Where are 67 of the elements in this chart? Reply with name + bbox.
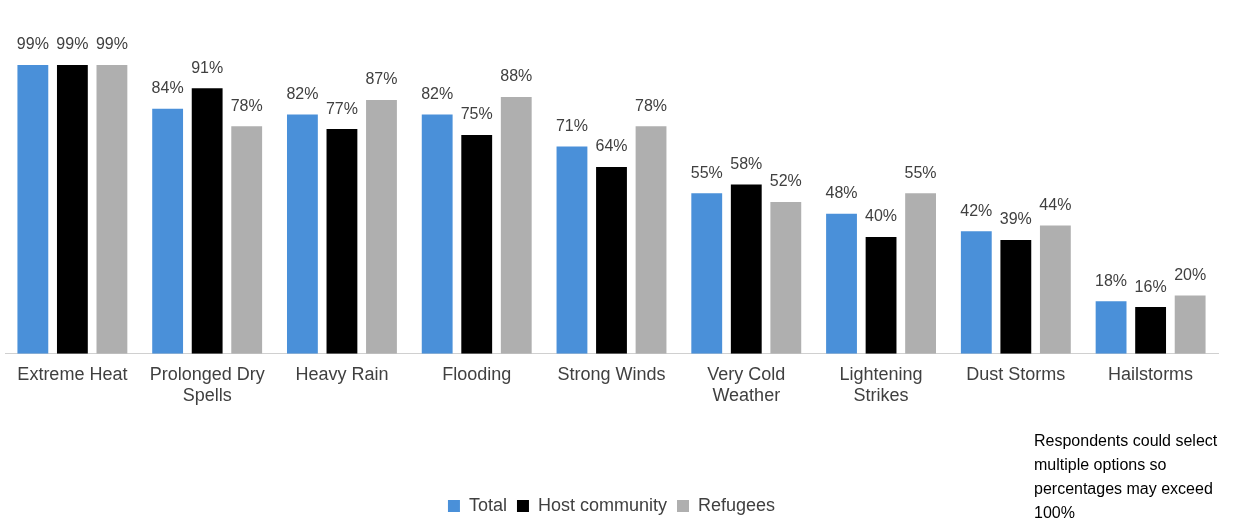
data-label: 52%	[769, 172, 802, 190]
data-label: 71%	[555, 117, 588, 135]
bar	[691, 193, 723, 354]
data-label: 20%	[1174, 265, 1207, 283]
data-label: 75%	[460, 105, 493, 123]
bar	[191, 88, 223, 354]
bar	[865, 237, 897, 354]
data-label: 78%	[230, 96, 263, 114]
bar	[770, 202, 802, 354]
data-label: 91%	[191, 58, 224, 76]
data-label: 99%	[16, 35, 49, 53]
bar	[366, 99, 397, 354]
bar	[730, 184, 762, 354]
data-label: 87%	[365, 70, 398, 88]
data-label: 82%	[286, 84, 319, 102]
bar	[17, 64, 49, 354]
bar	[500, 97, 532, 354]
bar	[960, 231, 992, 354]
data-label: 99%	[56, 35, 89, 53]
bar	[461, 134, 493, 354]
data-label: 64%	[595, 137, 628, 155]
bar	[1095, 301, 1127, 354]
data-label: 99%	[95, 35, 128, 53]
data-label: 88%	[500, 67, 533, 85]
data-label: 39%	[999, 210, 1032, 228]
data-label: 40%	[865, 207, 898, 225]
bar	[421, 114, 453, 354]
x-tick-label: Dust Storms	[966, 363, 1066, 384]
bar	[96, 64, 128, 354]
x-tick-label: Strong Winds	[557, 363, 666, 384]
data-label: 58%	[730, 154, 763, 172]
bar	[1174, 295, 1206, 354]
legend-label: Refugees	[698, 494, 776, 515]
text: Respondents could select multiple options so percentages may exceed 100%	[1034, 431, 1219, 523]
data-label: 48%	[825, 184, 858, 202]
data-label: 55%	[690, 163, 723, 181]
bar	[1000, 240, 1032, 354]
x-tick-label: Hailstorms	[1108, 363, 1194, 384]
data-label: 82%	[421, 84, 454, 102]
x-tick-label: Lightening Strikes	[839, 363, 923, 406]
x-tick-label: Prolonged Dry Spells	[149, 363, 265, 406]
x-tick-label: Extreme Heat	[17, 363, 128, 384]
bar	[1135, 307, 1167, 354]
bar	[596, 167, 627, 354]
data-label: 55%	[904, 163, 937, 181]
bar	[635, 126, 667, 354]
data-label: 42%	[960, 201, 993, 219]
bar	[152, 108, 184, 354]
x-tick-label: Flooding	[442, 363, 512, 384]
data-label: 18%	[1095, 271, 1128, 289]
x-tick-label: Very Cold Weather	[707, 363, 786, 406]
legend-label: Total	[468, 494, 507, 515]
bar	[231, 126, 263, 354]
data-label: 84%	[151, 79, 184, 97]
bar	[326, 129, 358, 354]
data-label: 44%	[1039, 195, 1072, 213]
bar	[826, 213, 857, 354]
bar	[905, 193, 937, 354]
data-label: 77%	[325, 99, 358, 117]
x-tick-label: Heavy Rain	[295, 363, 389, 384]
bar	[1039, 225, 1071, 354]
data-label: 16%	[1134, 277, 1167, 295]
legend-label: Host community	[537, 494, 668, 515]
bar	[556, 146, 588, 354]
bar	[286, 114, 318, 354]
data-label: 78%	[635, 96, 668, 114]
bar	[56, 64, 88, 354]
